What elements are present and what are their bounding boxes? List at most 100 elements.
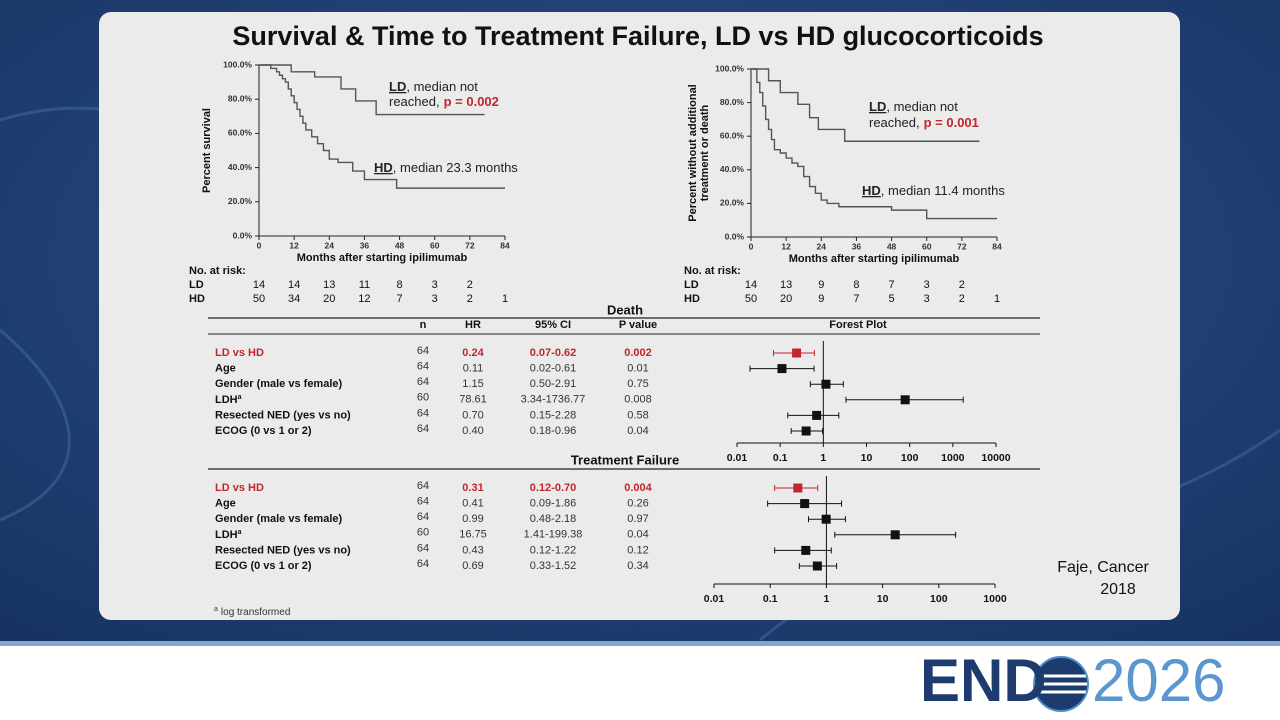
row-label: LD vs HD [215, 347, 264, 359]
hr-cell: 0.41 [462, 498, 483, 510]
x-tick-label: 1000 [983, 593, 1007, 605]
at-risk-count: 2 [467, 279, 473, 291]
hr-marker [812, 410, 822, 420]
at-risk-name: LD [684, 279, 699, 291]
row-label: Age [215, 498, 236, 510]
hr-cell: 0.40 [462, 425, 483, 437]
table-title: Treatment Failure [571, 452, 679, 467]
hr-cell: 0.99 [462, 513, 483, 525]
y-axis-title: treatment or death [699, 104, 711, 201]
column-header: 95% CI [535, 319, 571, 331]
n-cell: 64 [417, 376, 429, 388]
logo-left: END [920, 647, 1047, 714]
hr-marker [800, 499, 810, 509]
at-risk-label: No. at risk: [189, 265, 246, 277]
annotation-text: , median 23.3 months [393, 160, 519, 175]
x-tick-label: 10 [861, 452, 873, 464]
annotation-text: reached, [869, 115, 920, 130]
p-cell: 0.58 [627, 409, 648, 421]
annotation: reached, p = 0.001 [869, 115, 979, 130]
row-label: LD vs HD [215, 482, 264, 494]
row-label-text: LD vs HD [215, 347, 264, 359]
row-label-text: LDH [215, 529, 238, 541]
footnote-text: log transformed [221, 607, 290, 618]
column-header: HR [465, 319, 481, 331]
n-cell: 64 [417, 542, 429, 554]
x-tick-label: 0.1 [763, 593, 778, 605]
y-tick-label: 60.0% [720, 130, 745, 140]
footer-rule [0, 641, 1280, 646]
at-risk-count: 14 [288, 279, 300, 291]
p-cell: 0.75 [627, 378, 648, 390]
row-note: a [238, 529, 242, 536]
x-tick-label: 10 [877, 593, 889, 605]
group-label: LD [869, 99, 886, 114]
table-title: Death [607, 302, 643, 317]
x-tick-label: 100 [930, 593, 948, 605]
row-label: Gender (male vs female) [215, 513, 343, 525]
x-tick-label: 12 [289, 240, 299, 250]
row-label: LDHa [215, 394, 242, 406]
x-tick-label: 36 [360, 240, 370, 250]
at-risk-name: HD [189, 293, 205, 305]
hr-marker [801, 426, 811, 436]
p-cell: 0.01 [627, 363, 648, 375]
p-cell: 0.26 [627, 498, 648, 510]
at-risk-count: 7 [397, 293, 403, 305]
at-risk-count: 2 [959, 293, 965, 305]
x-tick-label: 24 [817, 241, 827, 251]
hr-marker [812, 561, 822, 571]
row-label: Resected NED (yes vs no) [215, 544, 351, 556]
x-tick-label: 12 [781, 241, 791, 251]
slide-title: Survival & Time to Treatment Failure, LD… [232, 21, 1043, 51]
hr-marker [777, 364, 787, 374]
at-risk-count: 50 [253, 293, 265, 305]
ci-cell: 0.09-1.86 [530, 498, 576, 510]
group-label: LD [389, 79, 406, 94]
row-label: Gender (male vs female) [215, 378, 343, 390]
at-risk-count: 11 [359, 279, 370, 291]
citation: Faje, Cancer [1057, 559, 1149, 576]
footnote-marker: a [214, 606, 218, 613]
survival-curve [751, 68, 997, 220]
row-label-text: Resected NED (yes vs no) [215, 544, 351, 556]
row-label: LDHa [215, 529, 242, 541]
row-label-text: Resected NED (yes vs no) [215, 409, 351, 421]
n-cell: 60 [417, 527, 429, 539]
annotation: HD, median 11.4 months [862, 183, 1005, 198]
y-tick-label: 20.0% [228, 196, 253, 206]
n-cell: 64 [417, 480, 429, 492]
at-risk-count: 50 [745, 293, 757, 305]
n-cell: 64 [417, 407, 429, 419]
row-label-text: Gender (male vs female) [215, 378, 343, 390]
x-tick-label: 60 [922, 241, 932, 251]
ci-cell: 0.50-2.91 [530, 378, 576, 390]
at-risk-count: 1 [994, 293, 1000, 305]
row-label-text: Age [215, 363, 236, 375]
logo-globe [1033, 656, 1089, 712]
p-cell: 0.12 [627, 544, 648, 556]
y-tick-label: 80.0% [720, 97, 745, 107]
row-label-text: Age [215, 498, 236, 510]
at-risk-count: 2 [959, 279, 965, 291]
hr-cell: 16.75 [459, 529, 487, 541]
y-axis-title: Percent survival [201, 108, 213, 193]
annotation: LD, median not [869, 99, 958, 114]
y-tick-label: 60.0% [228, 128, 253, 138]
x-tick-label: 1 [820, 452, 826, 464]
x-axis-title: Months after starting ipilimumab [297, 252, 468, 264]
row-label-text: Gender (male vs female) [215, 513, 343, 525]
hr-cell: 0.24 [462, 347, 484, 359]
n-cell: 64 [417, 558, 429, 570]
p-cell: 0.002 [624, 347, 652, 359]
group-label: HD [862, 183, 881, 198]
hr-cell: 0.70 [462, 409, 483, 421]
y-tick-label: 100.0% [715, 63, 744, 73]
row-label-text: ECOG (0 vs 1 or 2) [215, 560, 312, 572]
hr-marker [821, 379, 831, 389]
row-label-text: LDH [215, 394, 238, 406]
ci-cell: 0.33-1.52 [530, 560, 576, 572]
x-tick-label: 72 [465, 240, 475, 250]
ci-cell: 0.18-0.96 [530, 425, 576, 437]
at-risk-count: 1 [502, 293, 508, 305]
